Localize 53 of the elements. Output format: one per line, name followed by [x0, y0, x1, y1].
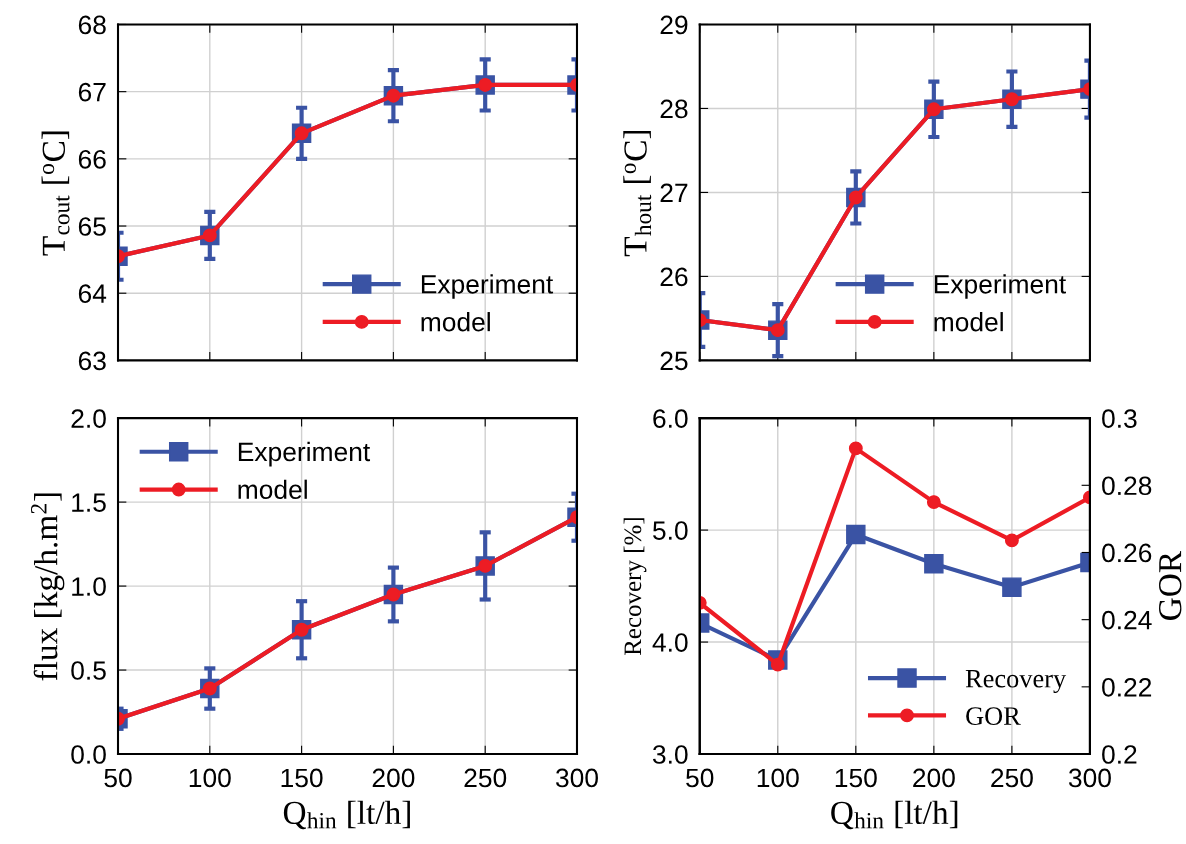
x-tick-label: 300	[555, 768, 598, 788]
legend-label: model	[934, 312, 1003, 332]
x-tick-label: 100	[757, 768, 799, 788]
y-axis-title: T$_{cout}$ [$^{o}$C]	[41, 131, 70, 256]
y-tick-label: 64	[78, 284, 107, 304]
y-tick-label: 25	[660, 351, 688, 371]
y2-tick-label: 0.24	[1102, 610, 1152, 630]
y2-tick-label: 0.26	[1102, 543, 1152, 563]
y-tick-label: 3.0	[652, 745, 688, 764]
x-tick-label: 200	[913, 768, 955, 788]
legend-label: Experiment	[934, 274, 1066, 299]
y-axis-title: T$_{hout}$ [$^{o}$C]	[623, 130, 652, 257]
y2-axis-title: GOR	[1159, 550, 1182, 620]
x-tick-label: 250	[991, 768, 1033, 788]
y-tick-label: 2.0	[71, 409, 106, 428]
y-tick-label: 28	[660, 99, 688, 119]
legend-label: Recovery	[965, 670, 1067, 693]
x-tick-label: 200	[372, 768, 415, 788]
y-tick-label: 1.5	[72, 493, 106, 512]
y-tick-label: 65	[78, 217, 106, 236]
legend-label: Experiment	[238, 441, 371, 467]
x-axis-title: Q$_{hin}$ [lt/h]	[831, 800, 958, 830]
y-tick-label: 29	[660, 15, 688, 35]
y-tick-label: 5.0	[653, 521, 688, 540]
y-tick-label: 26	[660, 267, 688, 287]
y-tick-label: 27	[660, 183, 688, 202]
legend-label: model	[421, 312, 490, 332]
x-tick-label: 50	[686, 768, 714, 788]
legend-label: model	[238, 479, 307, 500]
x-axis-title: Q$_{hin}$ [lt/h]	[283, 800, 410, 830]
y2-tick-label: 0.3	[1102, 409, 1137, 428]
y-axis-title: flux [kg/h.m$^{2}$]	[30, 493, 65, 681]
legend-label: GOR	[966, 707, 1021, 725]
y-tick-label: 6.0	[653, 409, 688, 428]
x-tick-label: 100	[189, 768, 231, 788]
x-tick-label: 250	[464, 768, 507, 788]
y-tick-label: 0.0	[71, 745, 106, 764]
x-tick-label: 50	[104, 768, 132, 788]
x-tick-label: 150	[281, 768, 323, 788]
y-tick-label: 63	[78, 351, 106, 371]
y-tick-label: 66	[78, 149, 106, 169]
y-tick-label: 1.0	[72, 577, 106, 596]
legend-label: Experiment	[421, 274, 554, 299]
y-tick-label: 67	[78, 82, 106, 102]
y-tick-label: 4.0	[652, 633, 688, 652]
y-tick-label: 68	[78, 15, 106, 35]
y-tick-label: 0.5	[71, 661, 106, 680]
y2-tick-label: 0.2	[1102, 745, 1137, 764]
y-axis-title: Recovery [%]	[623, 518, 647, 656]
y2-tick-label: 0.28	[1102, 476, 1152, 496]
x-tick-label: 150	[835, 768, 877, 788]
x-tick-label: 300	[1068, 768, 1111, 788]
y2-tick-label: 0.22	[1102, 677, 1152, 697]
